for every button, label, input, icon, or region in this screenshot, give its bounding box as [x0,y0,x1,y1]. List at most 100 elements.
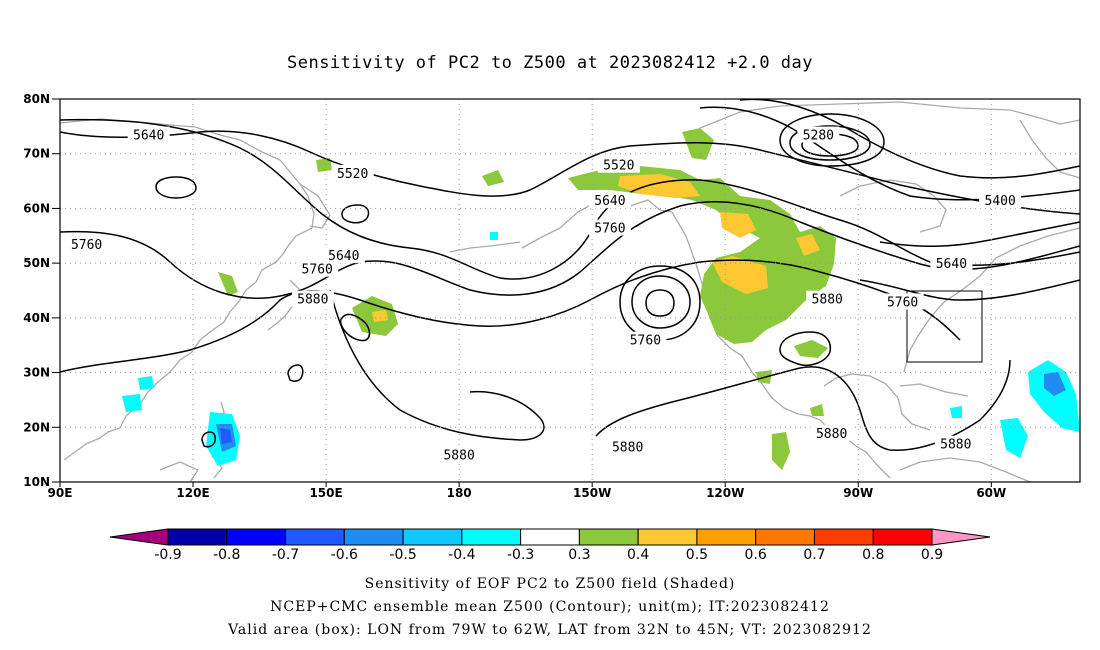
shade-green [794,340,828,358]
contour-label: 5880 [297,293,328,308]
lat-tick-label: 50N [23,256,50,270]
contour-label: 5640 [936,257,967,272]
contour-label-bg [331,164,374,181]
contour-5880-west [60,259,961,373]
colorbar-max-triangle [931,528,991,546]
coastline-gulf [823,373,931,431]
lat-tick-label: 70N [23,147,50,161]
lat-tick-label: 10N [23,475,50,489]
contour-5820-low-ring [631,275,691,329]
contour-label-bg [597,156,640,173]
contour-5640-west [60,118,1080,280]
contour-label: 5520 [603,159,634,174]
coastline-greenland [1019,119,1080,179]
colorbar-tick-label: 0.8 [862,547,884,563]
shade-cyan [950,406,962,418]
contour-label-bg [296,260,339,277]
lon-tick-label: 180 [447,486,472,500]
colorbar-tick-label: 0.6 [745,547,767,563]
colorbar-swatch [578,528,639,546]
colorbar-tick-label: 0.3 [568,547,590,563]
shade-yellow [796,234,820,256]
colorbar-swatch [402,528,463,546]
colorbar-swatch [285,528,345,546]
colorbar-tick-label: -0.4 [448,547,475,563]
lon-tick-label: 90W [843,486,873,500]
caption-line-1: Sensitivity of EOF PC2 to Z500 field (Sh… [365,576,736,592]
contour-label-bg [797,126,840,143]
colorbar-tick-label: 0.9 [921,547,943,563]
shade-cyan [490,232,498,240]
contour-label-bg [934,435,977,452]
contour-label-bg [930,255,973,272]
coastline-borneo [159,461,199,482]
contour-label-bg [806,290,849,307]
contour-label: 5400 [985,194,1016,209]
contour-5880-ring-small [287,364,304,382]
coastline-na-east [903,227,1080,373]
valid-area-box [906,290,983,363]
contour-label: 5880 [812,293,843,308]
lat-tick-label: 60N [23,201,50,215]
contour-label: 5760 [630,334,661,349]
contour-label-bg [588,192,631,209]
contour-label: 5640 [328,249,359,264]
contour-5640-east [879,221,1080,248]
coastline-arctic [699,101,1080,129]
contour-label: 5880 [940,438,971,453]
coastline-kamchatka [299,183,331,229]
lon-tick-label: 120E [176,486,209,500]
map-area: 5640552057605640576058805520564057605760… [23,92,1081,500]
colorbar-tick-label: 0.7 [803,547,825,563]
colorbar-tick-label: 0.5 [686,547,708,563]
lat-tick-label: 80N [23,92,50,106]
colorbar-min-triangle [109,528,169,546]
caption-line-3: Valid area (box): LON from 79W to 62W, L… [227,622,872,638]
shade-darkblue [220,428,232,444]
contour-label-bg [624,331,667,348]
contour-5880-ring-pacific [339,313,371,342]
contour-label: 5280 [803,129,834,144]
colorbar-swatch [343,528,404,546]
colorbar-tick-label: -0.9 [154,547,181,563]
colorbar-tick-label: -0.5 [389,547,416,563]
contour-label-bg [810,424,853,441]
coastline-aleutians [449,241,521,253]
contour-label: 5640 [133,129,164,144]
contour-5880-low-ring [645,289,675,317]
contour-labels: 5640552057605640576058805520564057605760… [65,126,1022,464]
contour-5880-ring-sw [779,331,832,366]
colorbar-tick-label: -0.6 [331,547,358,563]
shade-green [218,272,238,296]
contour-label: 5760 [594,222,625,237]
lon-tick-label: 120W [706,486,744,500]
contour-5880-ring-scs [201,431,216,448]
contour-5280-ring [779,113,885,167]
shade-green [772,432,790,470]
shade-cyan [122,394,142,412]
shade-green [810,404,824,416]
shade-green [482,170,504,186]
contour-label: 5760 [71,238,102,253]
contour-label: 5760 [302,263,333,278]
contour-5880-south [329,289,545,441]
shade-cyan [1000,418,1028,458]
lon-tick-label: 90E [48,486,73,500]
contour-label: 5640 [594,194,625,209]
contour-label-bg [322,246,365,263]
lon-tick-label: 60W [976,486,1006,500]
contour-5580-ring-okhotsk [341,204,370,224]
colorbar-swatch [520,528,580,546]
coastline-japan [267,279,301,331]
colorbar-swatch [637,528,698,546]
lon-tick-label: 150W [573,486,611,500]
colorbar-swatch [226,528,287,546]
colorbar-tick-label: -0.3 [507,547,534,563]
colorbar-swatch [696,528,757,546]
map-frame [59,98,1081,483]
shade-yellow [712,256,768,294]
contour-5880-pacific [595,359,1011,451]
contour-5760-east [859,279,1080,301]
shade-cyan [138,376,154,390]
